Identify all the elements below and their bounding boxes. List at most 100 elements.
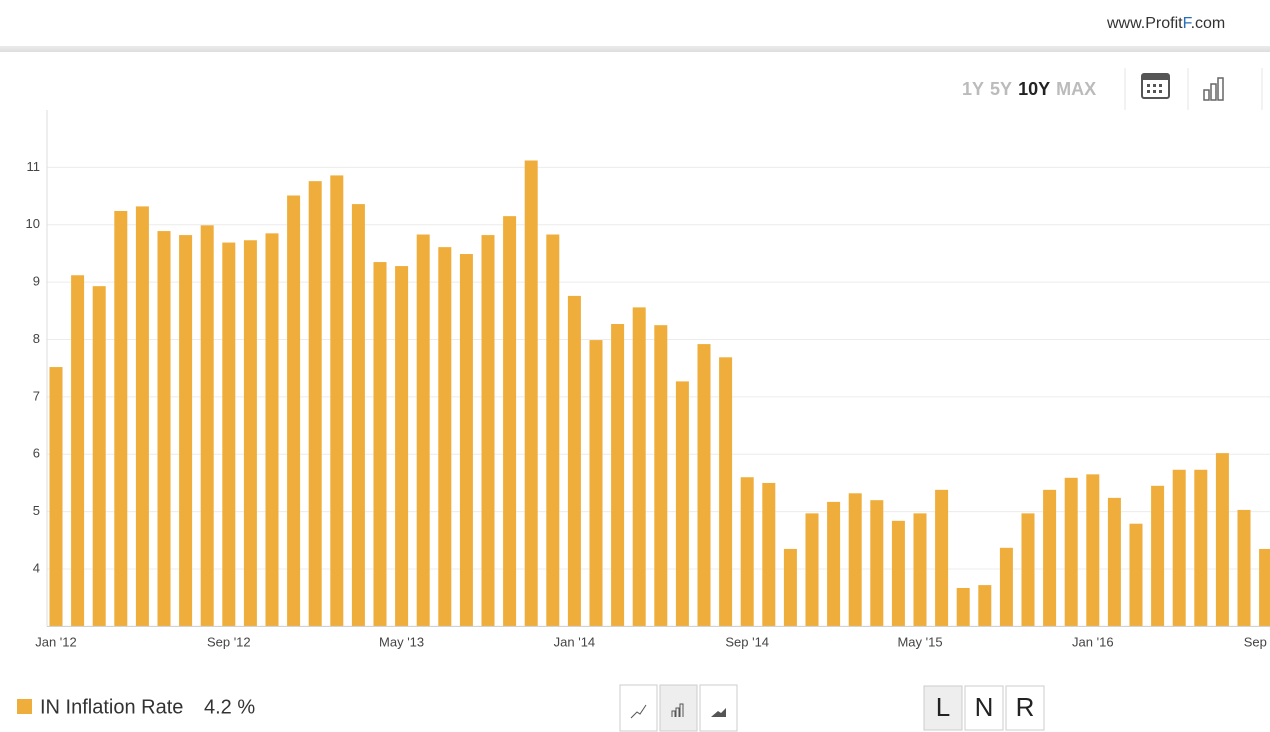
- bar: [49, 367, 63, 627]
- bar: [805, 513, 819, 627]
- x-tick-label: May '13: [379, 634, 424, 649]
- legend-label[interactable]: IN Inflation Rate: [40, 696, 183, 718]
- bar: [935, 489, 949, 627]
- bar: [848, 493, 862, 627]
- y-tick-label: 8: [33, 331, 40, 346]
- range-button[interactable]: 5Y: [990, 79, 1012, 99]
- bar: [956, 587, 970, 627]
- bar: [827, 501, 841, 627]
- bar: [1151, 485, 1165, 627]
- range-button[interactable]: MAX: [1056, 79, 1096, 99]
- bar: [999, 547, 1013, 627]
- bar: [1194, 469, 1208, 627]
- bar: [71, 275, 85, 627]
- scale-button-label: N: [975, 692, 994, 722]
- bar: [697, 344, 711, 627]
- scale-button[interactable]: [1005, 685, 1045, 731]
- bar: [1086, 474, 1100, 627]
- bar: [913, 513, 927, 627]
- bar: [222, 242, 236, 627]
- bar: [243, 240, 257, 627]
- y-tick-label: 10: [26, 216, 40, 231]
- x-tick-label: Jan '14: [554, 634, 596, 649]
- x-tick-label: Sep '14: [725, 634, 769, 649]
- bar: [1237, 509, 1251, 627]
- bar: [891, 520, 905, 627]
- range-button[interactable]: 10Y: [1018, 79, 1050, 99]
- plot: 4 5 6 7 8 9 10 11 Jan '12 Sep '12 May '13 Jan '14 Se…: [26, 110, 1270, 649]
- x-tick-label: Jan '16: [1072, 634, 1114, 649]
- range-button[interactable]: 1Y: [962, 79, 984, 99]
- bar: [200, 225, 214, 627]
- y-tick-label: 5: [33, 503, 40, 518]
- bar: [1043, 489, 1057, 627]
- legend: IN Inflation Rate 4.2 %: [17, 696, 255, 718]
- area-icon: [711, 708, 726, 717]
- bar: [1172, 469, 1186, 627]
- scale-button-label: L: [936, 692, 950, 722]
- bar: [351, 204, 365, 627]
- bar: [481, 235, 495, 627]
- bar: [416, 234, 430, 627]
- y-tick-label: 6: [33, 446, 40, 461]
- bar: [567, 295, 581, 627]
- scale-button[interactable]: [923, 685, 963, 731]
- range-selector: 1Y 5Y 10Y MAX: [962, 79, 1096, 99]
- bar: [114, 210, 128, 627]
- x-tick-label: May '15: [897, 634, 942, 649]
- bar: [135, 206, 149, 627]
- header: [0, 0, 1270, 46]
- bar: [762, 482, 776, 627]
- bar: [459, 254, 473, 627]
- x-tick-label: Sep '12: [207, 634, 251, 649]
- bar: [1107, 497, 1121, 627]
- brand[interactable]: www.ProfitF.com: [1106, 15, 1225, 32]
- scale-button[interactable]: [964, 685, 1004, 731]
- bar: [632, 307, 646, 627]
- bar: [589, 340, 603, 627]
- bar: [719, 357, 733, 627]
- bar: [373, 262, 387, 627]
- x-tick-label: Sep '16: [1244, 634, 1270, 649]
- bar: [740, 477, 754, 627]
- y-tick-label: 4: [33, 560, 40, 575]
- bar: [265, 233, 279, 627]
- bar: [395, 266, 409, 627]
- bar: [1064, 477, 1078, 627]
- bar: [1259, 548, 1270, 627]
- bar: [978, 585, 992, 627]
- bar: [870, 500, 884, 627]
- bar: [783, 548, 797, 627]
- bar: [438, 247, 452, 627]
- bar: [524, 160, 538, 627]
- bar: [1021, 513, 1035, 627]
- area-button[interactable]: [699, 684, 738, 732]
- y-tick-label: 11: [27, 159, 41, 174]
- chart-type-icon[interactable]: [1203, 77, 1224, 101]
- column-icon: [671, 703, 684, 717]
- y-tick-label: 7: [33, 388, 40, 403]
- bar: [1129, 523, 1143, 627]
- bar: [546, 234, 560, 627]
- style-buttons: [619, 684, 738, 732]
- scale-button-label: R: [1016, 692, 1035, 722]
- bar: [503, 216, 517, 627]
- bar: [179, 235, 193, 627]
- current-value: 4.2 %: [204, 696, 255, 718]
- y-tick-label: 9: [33, 274, 40, 289]
- bar: [611, 324, 625, 627]
- bar: [287, 195, 301, 627]
- bar: [308, 181, 322, 627]
- bar: [330, 175, 344, 627]
- calendar-icon[interactable]: [1141, 73, 1170, 99]
- bar: [654, 325, 668, 627]
- x-tick-label: Jan '12: [35, 634, 77, 649]
- bar: [1215, 453, 1229, 627]
- legend-swatch: [17, 699, 32, 714]
- bar: [157, 231, 171, 627]
- line-icon: [630, 704, 647, 719]
- line-button[interactable]: [619, 684, 658, 732]
